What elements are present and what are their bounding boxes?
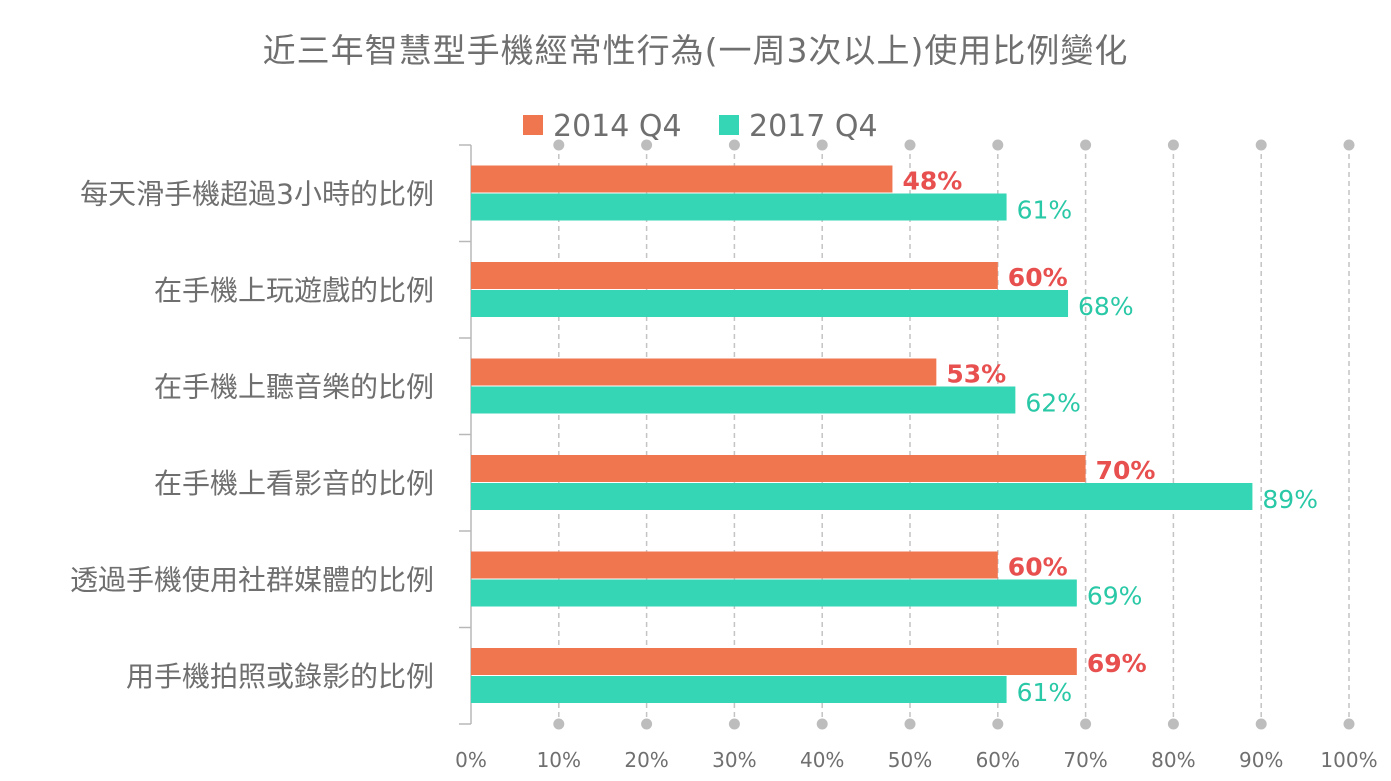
gridline-dot bbox=[553, 139, 565, 151]
bar-2014-q4 bbox=[471, 648, 1077, 675]
x-tick-label: 60% bbox=[976, 748, 1020, 772]
bar-2014-q4 bbox=[471, 551, 998, 579]
category-label: 用手機拍照或錄影的比例 bbox=[126, 660, 434, 693]
x-tick-label: 90% bbox=[1239, 748, 1283, 772]
x-tick-label: 30% bbox=[712, 748, 756, 772]
bar-2017-q4 bbox=[471, 483, 1253, 510]
gridline-dot bbox=[904, 718, 916, 730]
data-label-2017-q4: 61% bbox=[1017, 678, 1073, 707]
data-label-2017-q4: 68% bbox=[1078, 292, 1134, 321]
bar-2014-q4 bbox=[471, 455, 1086, 482]
bar-2014-q4 bbox=[471, 165, 893, 193]
x-tick-label: 10% bbox=[537, 748, 581, 772]
gridline-dot bbox=[816, 139, 828, 151]
category-label: 透過手機使用社群媒體的比例 bbox=[70, 564, 434, 597]
data-label-2017-q4: 89% bbox=[1262, 485, 1318, 514]
legend-swatch bbox=[719, 115, 739, 135]
bar-2014-q4 bbox=[471, 262, 998, 289]
bar-2017-q4 bbox=[471, 579, 1077, 607]
gridline-dot bbox=[1080, 139, 1092, 151]
legend-label: 2017 Q4 bbox=[749, 109, 878, 144]
legend-label: 2014 Q4 bbox=[553, 109, 682, 144]
gridline-dot bbox=[1343, 139, 1355, 151]
gridline-dot bbox=[1080, 718, 1092, 730]
bar-2017-q4 bbox=[471, 676, 1007, 703]
data-label-2017-q4: 69% bbox=[1087, 582, 1143, 611]
x-tick-label: 100% bbox=[1320, 748, 1377, 772]
gridline-dot bbox=[641, 139, 653, 151]
data-label-2014-q4: 60% bbox=[1008, 553, 1068, 582]
bar-2017-q4 bbox=[471, 386, 1016, 414]
x-tick-label: 20% bbox=[624, 748, 668, 772]
category-label: 每天滑手機超過3小時的比例 bbox=[80, 178, 434, 211]
gridline-dot bbox=[1255, 139, 1267, 151]
bar-2014-q4 bbox=[471, 358, 937, 386]
data-label-2017-q4: 62% bbox=[1025, 389, 1081, 418]
bar-2017-q4 bbox=[471, 193, 1007, 221]
chart-title: 近三年智慧型手機經常性行為(一周3次以上)使用比例變化 bbox=[262, 31, 1129, 70]
data-label-2017-q4: 61% bbox=[1017, 196, 1073, 225]
gridline-dot bbox=[1255, 718, 1267, 730]
gridline-dot bbox=[1167, 139, 1179, 151]
x-tick-label: 50% bbox=[888, 748, 932, 772]
data-label-2014-q4: 53% bbox=[946, 360, 1006, 389]
gridline-dot bbox=[816, 718, 828, 730]
category-label: 在手機上玩遊戲的比例 bbox=[154, 274, 434, 307]
data-label-2014-q4: 60% bbox=[1008, 263, 1068, 292]
data-label-2014-q4: 70% bbox=[1096, 456, 1156, 485]
legend-swatch bbox=[523, 115, 543, 135]
x-tick-label: 80% bbox=[1151, 748, 1195, 772]
x-tick-label: 70% bbox=[1063, 748, 1107, 772]
category-label: 在手機上聽音樂的比例 bbox=[154, 371, 434, 404]
data-label-2014-q4: 48% bbox=[902, 167, 962, 196]
x-tick-label: 40% bbox=[800, 748, 844, 772]
gridline-dot bbox=[1167, 718, 1179, 730]
gridline-dot bbox=[1343, 718, 1355, 730]
x-tick-label: 0% bbox=[455, 748, 487, 772]
gridline-dot bbox=[641, 718, 653, 730]
bar-2017-q4 bbox=[471, 290, 1069, 317]
gridline-dot bbox=[904, 139, 916, 151]
data-label-2014-q4: 69% bbox=[1087, 649, 1147, 678]
gridline-dot bbox=[728, 718, 740, 730]
gridline-dot bbox=[728, 139, 740, 151]
gridline-dot bbox=[992, 718, 1004, 730]
gridline-dot bbox=[553, 718, 565, 730]
category-label: 在手機上看影音的比例 bbox=[154, 467, 434, 500]
gridline-dot bbox=[992, 139, 1004, 151]
